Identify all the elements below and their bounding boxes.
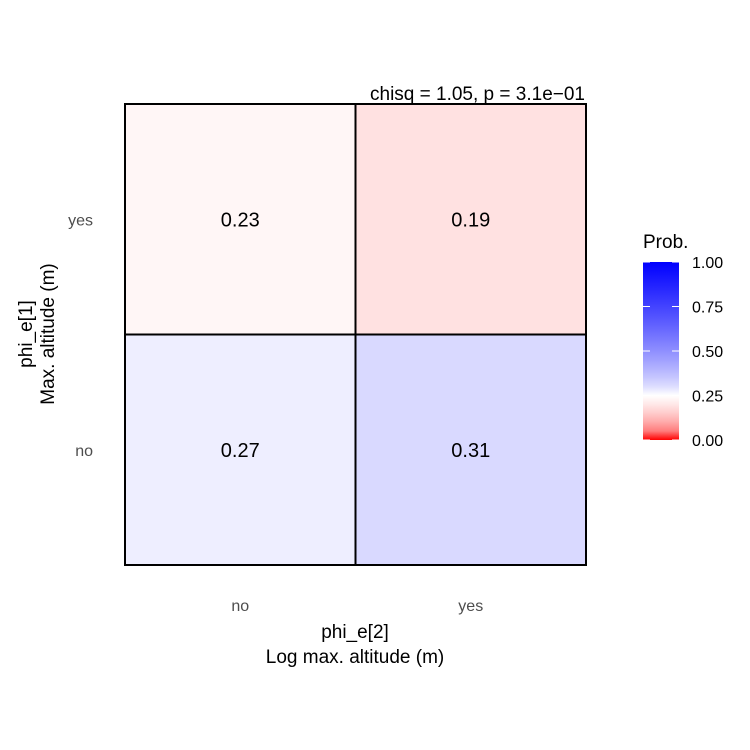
heatmap-cell-yes-yes [354,103,587,336]
legend-tick-label: 0.25 [692,389,723,406]
heatmap-cells: 0.23 0.19 0.27 0.31 [124,103,587,566]
x-axis-title-line2: Log max. altitude (m) [266,647,444,668]
y-axis-title-line1: phi_e[1] [16,300,37,368]
cell-value-label: 0.23 [221,209,260,231]
color-legend: Prob. 1.00 0.75 0.50 0.25 0.00 [643,232,723,450]
x-tick-label: yes [458,598,483,615]
heatmap-cell-no-no [124,333,357,566]
y-tick-labels: yes no [68,212,93,460]
cell-value-label: 0.31 [451,440,490,462]
cell-value-label: 0.27 [221,440,260,462]
y-tick-label: no [75,443,93,460]
x-tick-label: no [231,598,249,615]
legend-ticks: 1.00 0.75 0.50 0.25 0.00 [643,255,723,450]
heatmap-cell-no-yes [354,333,587,566]
x-tick-labels: no yes [231,598,483,615]
cell-value-label: 0.19 [451,209,490,231]
x-axis-title-line1: phi_e[2] [321,622,389,643]
legend-tick-label: 0.75 [692,300,723,317]
legend-title: Prob. [643,232,688,253]
legend-tick-label: 1.00 [692,255,723,272]
legend-tick-label: 0.00 [692,433,723,450]
y-tick-label: yes [68,212,93,229]
legend-tick-label: 0.50 [692,344,723,361]
chart-subtitle: chisq = 1.05, p = 3.1e−01 [370,84,585,105]
heatmap-cell-yes-no [124,103,357,336]
y-axis-title-line2: Max. altitude (m) [38,263,59,404]
